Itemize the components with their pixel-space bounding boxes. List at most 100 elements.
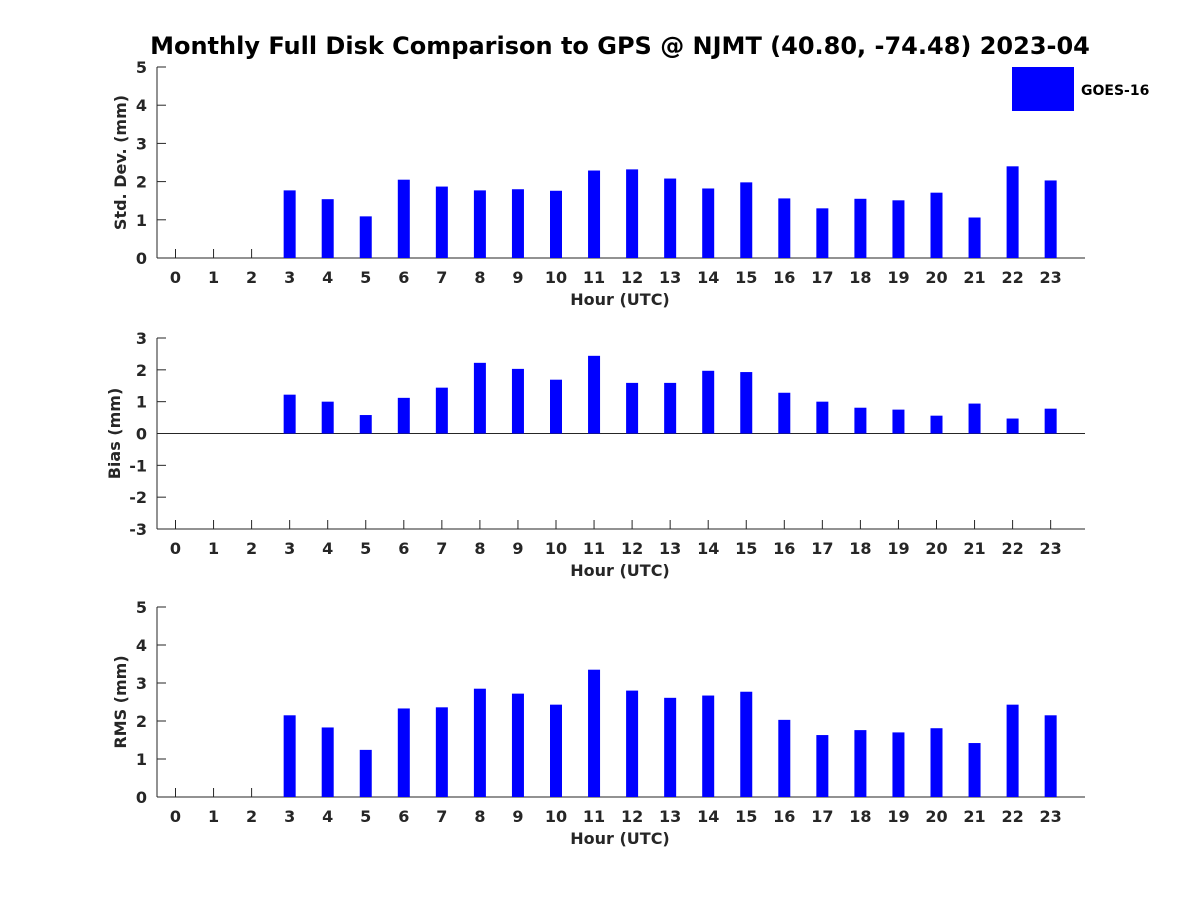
x-tick-label: 3 [284, 539, 295, 558]
x-tick-label: 20 [925, 268, 947, 287]
bar [740, 691, 753, 797]
x-tick-label: 10 [545, 807, 567, 826]
x-tick-label: 11 [583, 807, 605, 826]
legend-label: GOES-16 [1081, 83, 1149, 99]
chart-title: Monthly Full Disk Comparison to GPS @ NJ… [150, 32, 1090, 60]
bar [854, 198, 867, 258]
bar [778, 719, 791, 797]
bar [968, 403, 981, 434]
y-tick-label: 2 [136, 361, 147, 380]
x-tick-label: 14 [697, 807, 719, 826]
bar [511, 693, 524, 797]
x-tick-label: 4 [322, 539, 333, 558]
x-tick-label: 16 [773, 539, 795, 558]
bar [321, 727, 334, 797]
x-tick-label: 23 [1040, 807, 1062, 826]
bar [930, 728, 943, 797]
x-tick-label: 8 [474, 807, 485, 826]
y-tick-label: -1 [129, 456, 147, 475]
bar [1006, 418, 1019, 434]
bar [550, 379, 562, 434]
x-axis-label: Hour (UTC) [570, 561, 670, 580]
bar [702, 370, 715, 434]
x-tick-label: 10 [545, 539, 567, 558]
x-tick-label: 22 [1001, 539, 1023, 558]
legend: GOES-16 [1012, 67, 1149, 111]
x-tick-label: 12 [621, 268, 643, 287]
y-axis-label: Bias (mm) [105, 388, 124, 480]
x-tick-label: 6 [398, 268, 409, 287]
y-tick-label: 5 [136, 58, 147, 77]
bar [1044, 180, 1057, 258]
x-tick-label: 13 [659, 268, 681, 287]
x-tick-label: 5 [360, 268, 371, 287]
x-tick-label: 1 [208, 539, 219, 558]
bar [930, 192, 943, 258]
x-tick-label: 15 [735, 268, 757, 287]
y-axis-label: Std. Dev. (mm) [111, 95, 130, 230]
bar [359, 216, 372, 258]
bar [511, 368, 524, 434]
bar [778, 392, 791, 434]
bar [892, 200, 905, 258]
x-tick-label: 12 [621, 807, 643, 826]
bar [702, 695, 715, 797]
y-tick-label: 0 [136, 425, 147, 444]
x-tick-label: 16 [773, 807, 795, 826]
x-tick-label: 7 [436, 807, 447, 826]
bar [854, 407, 867, 434]
x-tick-label: 12 [621, 539, 643, 558]
x-tick-label: 0 [170, 539, 181, 558]
bar [626, 690, 639, 797]
bar [968, 743, 981, 797]
x-tick-label: 4 [322, 807, 333, 826]
y-tick-label: 2 [136, 173, 147, 192]
bar [626, 382, 639, 434]
x-tick-label: 9 [512, 807, 523, 826]
x-tick-label: 3 [284, 268, 295, 287]
x-tick-label: 18 [849, 268, 871, 287]
bar [359, 749, 372, 797]
y-tick-label: 1 [136, 211, 147, 230]
y-tick-label: 3 [136, 134, 147, 153]
bar [968, 217, 981, 258]
x-tick-label: 17 [811, 539, 833, 558]
bar [397, 397, 410, 434]
bar [664, 178, 677, 258]
bar [321, 401, 334, 434]
y-tick-label: 4 [136, 636, 147, 655]
bar [435, 387, 448, 434]
x-tick-label: 22 [1001, 268, 1023, 287]
bar [854, 730, 867, 797]
bar [321, 199, 334, 258]
bar [664, 382, 677, 434]
x-tick-label: 2 [246, 539, 257, 558]
x-tick-label: 11 [583, 268, 605, 287]
x-tick-label: 14 [697, 268, 719, 287]
bar [283, 715, 296, 797]
x-tick-label: 5 [360, 539, 371, 558]
bar [930, 415, 943, 434]
x-tick-label: 19 [887, 539, 909, 558]
y-tick-label: 3 [136, 674, 147, 693]
x-tick-label: 16 [773, 268, 795, 287]
x-tick-label: 15 [735, 539, 757, 558]
bar [816, 401, 829, 434]
bar [588, 170, 601, 258]
x-tick-label: 15 [735, 807, 757, 826]
x-axis-label: Hour (UTC) [570, 290, 670, 309]
x-tick-label: 7 [436, 539, 447, 558]
bar [740, 182, 753, 258]
bar [588, 355, 601, 434]
x-tick-label: 21 [963, 807, 985, 826]
y-tick-label: 0 [136, 249, 147, 268]
x-tick-label: 1 [208, 807, 219, 826]
bar [702, 188, 715, 258]
x-tick-label: 2 [246, 268, 257, 287]
bar [435, 186, 448, 258]
